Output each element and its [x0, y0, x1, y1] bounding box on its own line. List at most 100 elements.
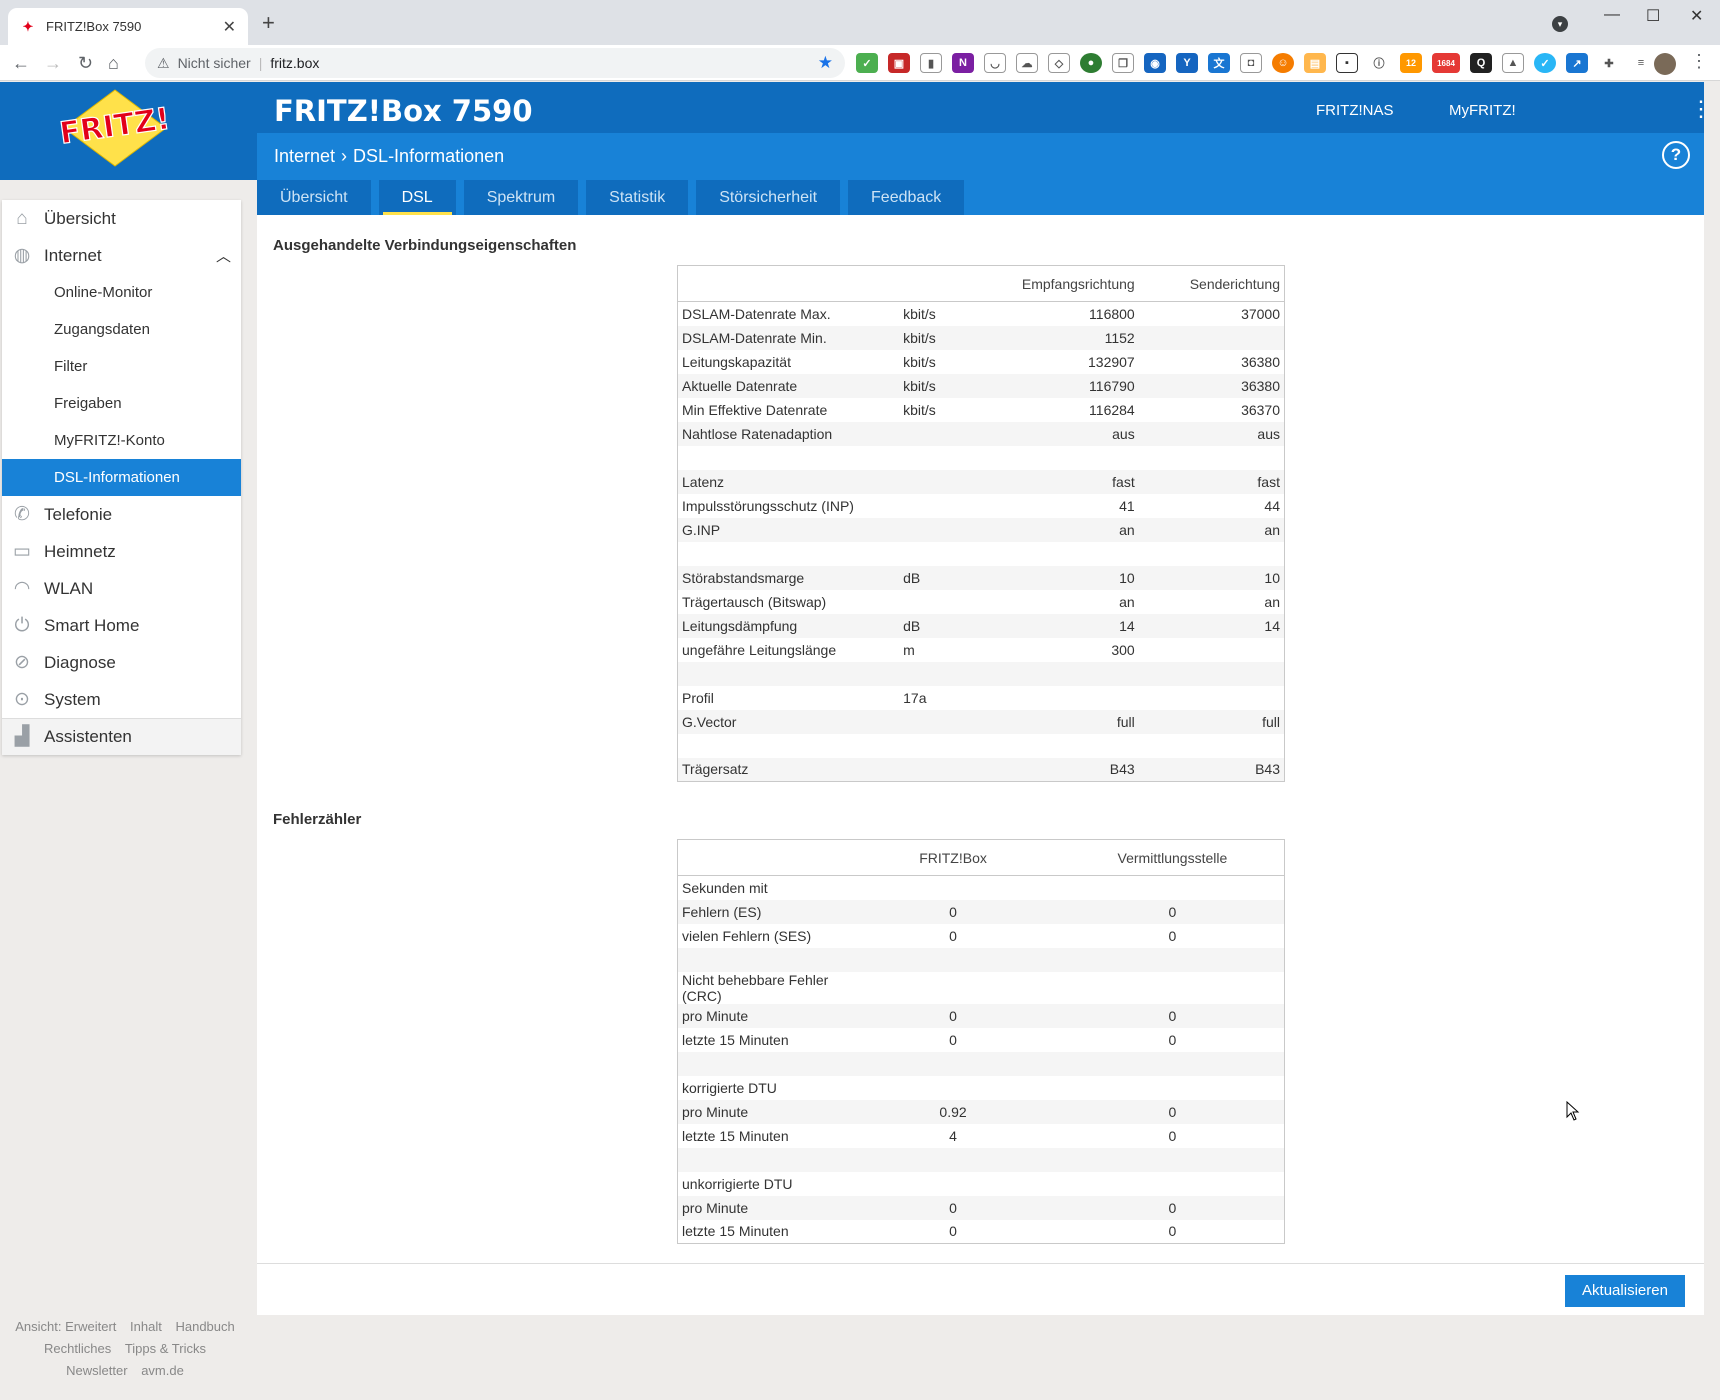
badge-extension-12[interactable]: 12: [1400, 53, 1422, 73]
tab-feedback[interactable]: Feedback: [848, 180, 964, 215]
tab-search-icon[interactable]: ▾: [1552, 16, 1568, 32]
table-row: Leitungsdämpfung dB 14 14: [678, 614, 1285, 638]
camera-extension-icon[interactable]: ◘: [1240, 53, 1262, 73]
tab-statistik[interactable]: Statistik: [586, 180, 688, 215]
tab-dsl[interactable]: DSL: [379, 180, 456, 215]
sidebar-item-system[interactable]: ⊙ System: [2, 681, 241, 718]
url-text[interactable]: fritz.box: [270, 55, 809, 71]
bookmark-star-icon[interactable]: ★: [818, 53, 833, 73]
sidebar-item-internet[interactable]: ◍ Internet ︿: [2, 237, 241, 274]
blue-extension-icon[interactable]: ◉: [1144, 53, 1166, 73]
footer-link-ansicht[interactable]: Ansicht: Erweitert: [15, 1319, 116, 1334]
table-cell: [1061, 1076, 1285, 1100]
sidebar-item-diagnose[interactable]: ⊘ Diagnose: [2, 644, 241, 681]
breadcrumb-separator-icon: ›: [341, 146, 347, 167]
address-bar[interactable]: ⚠ Nicht sicher | fritz.box ★: [145, 48, 845, 78]
footer-link-avm[interactable]: avm.de: [141, 1363, 184, 1378]
table-row: ungefähre Leitungslänge m 300: [678, 638, 1285, 662]
check-extension-icon[interactable]: ✓: [1534, 53, 1556, 73]
bookmark-extension-icon[interactable]: ▮: [920, 53, 942, 73]
onenote-extension-icon[interactable]: N: [952, 53, 974, 73]
q-extension-icon[interactable]: Q: [1470, 53, 1492, 73]
forward-icon[interactable]: →: [44, 51, 62, 75]
sidebar-sub-zugangsdaten[interactable]: Zugangsdaten: [2, 311, 241, 348]
badge-extension-1684[interactable]: 1684: [1432, 53, 1460, 73]
table-cell: letzte 15 Minuten: [678, 1220, 846, 1244]
sidebar-sub-myfritz-konto[interactable]: MyFRITZ!-Konto: [2, 422, 241, 459]
table-cell: 116800: [979, 302, 1139, 326]
globe-icon: ◍: [10, 244, 34, 268]
extension-icon[interactable]: ▣: [888, 53, 910, 73]
bulb-extension-icon[interactable]: ⓘ: [1368, 53, 1390, 73]
house-icon: ⌂: [10, 207, 34, 231]
minimize-icon[interactable]: —: [1604, 6, 1620, 24]
media-list-icon[interactable]: ≡: [1630, 53, 1652, 73]
table-cell: aus: [979, 422, 1139, 446]
fritznas-link[interactable]: FRITZ!NAS: [1316, 102, 1394, 119]
y-extension-icon[interactable]: Y: [1176, 53, 1198, 73]
sidebar-sub-dsl-informationen[interactable]: DSL-Informationen: [2, 459, 241, 496]
arrow-extension-icon[interactable]: ↗: [1566, 53, 1588, 73]
tag-extension-icon[interactable]: ◇: [1048, 53, 1070, 73]
image-extension-icon[interactable]: ▲: [1502, 53, 1524, 73]
sidebar-item-telefonie[interactable]: ✆ Telefonie: [2, 496, 241, 533]
translate-extension-icon[interactable]: 文: [1208, 53, 1230, 73]
table-row: DSLAM-Datenrate Max. kbit/s 116800 37000: [678, 302, 1285, 326]
table-cell: [845, 876, 1061, 900]
browser-menu-icon[interactable]: ⋮: [1690, 51, 1708, 72]
help-icon[interactable]: ?: [1662, 141, 1690, 169]
close-tab-icon[interactable]: ✕: [223, 17, 236, 37]
chevron-up-icon[interactable]: ︿: [216, 245, 231, 266]
tab-spektrum[interactable]: Spektrum: [464, 180, 578, 215]
pocket-extension-icon[interactable]: ◡: [984, 53, 1006, 73]
table-cell: 0.92: [845, 1100, 1061, 1124]
update-button[interactable]: Aktualisieren: [1565, 1275, 1685, 1307]
cloud-extension-icon[interactable]: ☁: [1016, 53, 1038, 73]
new-tab-icon[interactable]: +: [262, 12, 275, 34]
table-cell: letzte 15 Minuten: [678, 1124, 846, 1148]
copy-extension-icon[interactable]: ❐: [1112, 53, 1134, 73]
footer-link-rechtliches[interactable]: Rechtliches: [44, 1341, 111, 1356]
more-menu-icon[interactable]: ⋮: [1690, 96, 1712, 122]
table-cell: [899, 542, 979, 566]
pip-extension-icon[interactable]: ▪: [1336, 53, 1358, 73]
home-icon[interactable]: ⌂: [108, 51, 119, 75]
profile-avatar[interactable]: [1654, 53, 1676, 75]
footer-link-inhalt[interactable]: Inhalt: [130, 1319, 162, 1334]
sidebar-sub-freigaben[interactable]: Freigaben: [2, 385, 241, 422]
table-cell: [899, 494, 979, 518]
browser-tabbar: ✦ FRITZ!Box 7590 ✕ + ▾ — ☐ ✕: [0, 0, 1720, 45]
tab-stoersicherheit[interactable]: Störsicherheit: [696, 180, 840, 215]
myfritz-link[interactable]: MyFRITZ!: [1449, 102, 1516, 119]
content-divider: [257, 1263, 1704, 1264]
back-icon[interactable]: ←: [12, 51, 30, 75]
fritz-logo[interactable]: FRITZ!: [60, 88, 170, 168]
breadcrumb-parent[interactable]: Internet: [274, 146, 335, 167]
footer-link-newsletter[interactable]: Newsletter: [66, 1363, 127, 1378]
window-close-icon[interactable]: ✕: [1690, 6, 1703, 26]
sidebar-item-assistenten[interactable]: ▟ Assistenten: [2, 718, 241, 755]
box-extension-icon[interactable]: ▤: [1304, 53, 1326, 73]
table-cell: [899, 734, 979, 758]
footer-link-tipps[interactable]: Tipps & Tricks: [125, 1341, 206, 1356]
sidebar-item-heimnetz[interactable]: ▭ Heimnetz: [2, 533, 241, 570]
sidebar-item-smart-home[interactable]: ⏻ Smart Home: [2, 607, 241, 644]
face-extension-icon[interactable]: ☺: [1272, 53, 1294, 73]
sidebar-item-wlan[interactable]: ◠ WLAN: [2, 570, 241, 607]
table-cell: [899, 470, 979, 494]
puzzle-icon[interactable]: ✚: [1598, 53, 1620, 73]
footer-link-handbuch[interactable]: Handbuch: [175, 1319, 234, 1334]
table-cell: DSLAM-Datenrate Max.: [678, 302, 900, 326]
shield-extension-icon[interactable]: ✓: [856, 53, 878, 73]
maximize-icon[interactable]: ☐: [1646, 6, 1660, 26]
browser-tab[interactable]: ✦ FRITZ!Box 7590 ✕: [8, 8, 248, 45]
reload-icon[interactable]: ↻: [78, 51, 93, 75]
sidebar-sub-filter[interactable]: Filter: [2, 348, 241, 385]
sidebar-sub-online-monitor[interactable]: Online-Monitor: [2, 274, 241, 311]
table-cell: [1139, 686, 1285, 710]
fritz-favicon-icon: ✦: [20, 19, 36, 35]
green-extension-icon[interactable]: ●: [1080, 53, 1102, 73]
tab-uebersicht[interactable]: Übersicht: [257, 180, 371, 215]
sidebar-item-uebersicht[interactable]: ⌂ Übersicht: [2, 200, 241, 237]
table-cell: pro Minute: [678, 1004, 846, 1028]
